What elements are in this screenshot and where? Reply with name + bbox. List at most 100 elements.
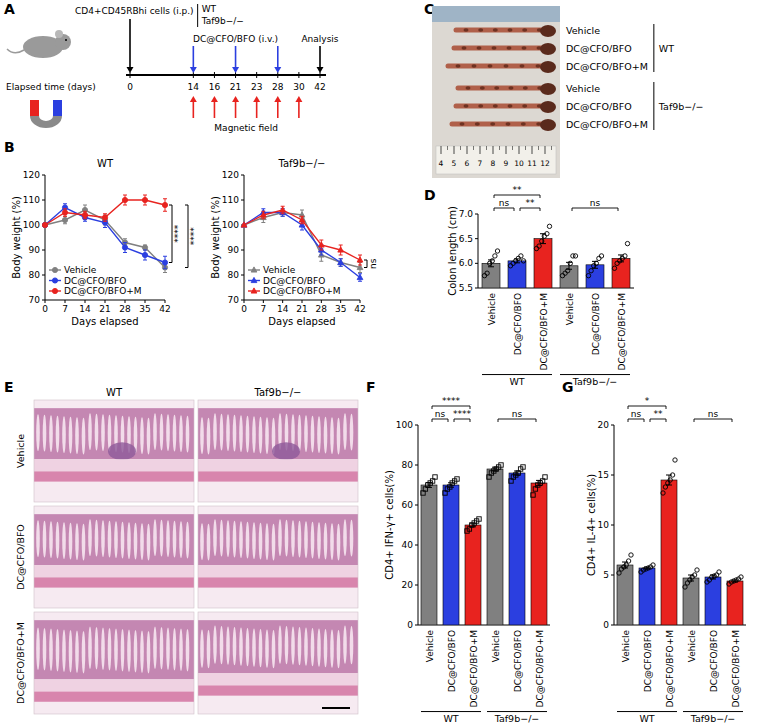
y-tick: [42, 175, 45, 176]
error-cap: [358, 272, 362, 273]
data-point: [82, 212, 87, 217]
series-line: [244, 213, 360, 278]
colon-content: [462, 46, 467, 50]
ruler-number: 8: [491, 159, 496, 168]
ruler-tick: [499, 146, 500, 150]
significance-label: ns: [708, 409, 719, 419]
crypt: [166, 627, 170, 670]
significance-label: ****: [442, 396, 461, 406]
error-cap: [666, 475, 672, 476]
data-point: [534, 246, 538, 250]
y-axis: [478, 214, 479, 288]
crypt: [114, 628, 118, 671]
ruler-tick: [473, 146, 474, 150]
ruler-number: 10: [514, 159, 524, 168]
arrow-shaft: [235, 46, 237, 68]
plot-area: [421, 463, 547, 625]
arrow-head: [253, 96, 260, 102]
row-label: Vehicle: [15, 434, 26, 468]
error-bar: [83, 211, 87, 219]
y-axis: [45, 175, 46, 300]
error-cap: [163, 211, 167, 212]
bar: [727, 581, 743, 625]
colon: [456, 104, 544, 109]
crypt: [160, 520, 164, 557]
panel-letter: D: [424, 187, 436, 203]
crypt: [278, 519, 282, 556]
legend: VehicleDC@CFO/BFODC@CFO/BFO+M: [248, 265, 341, 296]
crypt: [343, 626, 347, 664]
colon-content: [494, 86, 499, 90]
arrow-head: [232, 96, 239, 102]
significance-bracket: [432, 419, 448, 422]
bar: [639, 568, 655, 625]
row-label: Vehicle: [566, 83, 600, 94]
ruler-tick: [493, 146, 494, 154]
crypt: [239, 521, 243, 558]
colon-content: [493, 28, 498, 32]
separator: [197, 4, 198, 27]
colon-content: [466, 86, 471, 90]
ruler-tick: [447, 146, 448, 150]
y-axis-title: CD4+ IFN-γ+ cells(%): [384, 470, 395, 580]
crypt: [330, 417, 334, 454]
error-cap: [63, 203, 67, 204]
arrow-shaft: [235, 101, 237, 118]
crypt: [62, 629, 66, 672]
series-line: [244, 210, 360, 260]
series-line: [45, 210, 165, 268]
error-cap: [300, 230, 304, 231]
group-label: Taf9b−/−: [658, 101, 704, 112]
error-cap: [300, 223, 304, 224]
colon-content: [522, 28, 527, 32]
data-point: [42, 222, 47, 227]
x-tick-label: Vehicle: [491, 630, 501, 663]
image-frame: [198, 612, 358, 714]
day-label: 30: [293, 82, 305, 92]
x-tick: [282, 300, 283, 303]
arrow-shaft: [277, 101, 279, 118]
y-tick: [611, 575, 614, 576]
data-point: [318, 242, 324, 247]
row-label: DC@CFO/BFO+M: [15, 622, 26, 704]
x-tick-label: DC@CFO/BFO+M: [469, 630, 479, 708]
day-label: 0: [127, 82, 133, 92]
mucosa: [34, 620, 194, 679]
row-label: DC@CFO/BFO+M: [566, 119, 648, 130]
legend-item: Vehicle: [248, 265, 296, 275]
crypt: [207, 630, 211, 668]
data-point: [260, 212, 266, 217]
data-point: [673, 458, 677, 462]
lymphoid-follicle: [108, 442, 136, 460]
data-point: [545, 232, 549, 236]
series-line: [244, 213, 360, 268]
y-tick: [611, 475, 614, 476]
significance-bracket: [169, 205, 172, 263]
significance-bracket: [650, 419, 666, 422]
crypt: [220, 414, 224, 451]
ruler-tick: [441, 146, 442, 154]
x-tick: [340, 300, 341, 303]
row-label: DC@CFO/BFO: [566, 43, 632, 54]
crypt: [285, 520, 289, 557]
data-point: [521, 465, 525, 469]
y-tick-label: 70: [228, 295, 240, 305]
significance-bracket: [694, 419, 732, 422]
crypt: [69, 417, 73, 454]
data-point: [433, 475, 437, 479]
magnet-pole: [53, 100, 62, 116]
colon-content: [520, 64, 525, 68]
magnet-pole: [30, 100, 39, 116]
data-point: [597, 256, 601, 260]
data-point: [623, 254, 627, 258]
day-label: 42: [314, 82, 325, 92]
crypt: [95, 627, 99, 670]
data-point: [594, 261, 598, 265]
error-cap: [123, 205, 127, 206]
row-label: DC@CFO/BFO: [566, 101, 632, 112]
crypt: [330, 630, 334, 668]
x-axis: [478, 288, 634, 289]
significance-bracket: [628, 419, 644, 422]
error-bar: [319, 240, 323, 250]
image-frame: [198, 400, 358, 502]
